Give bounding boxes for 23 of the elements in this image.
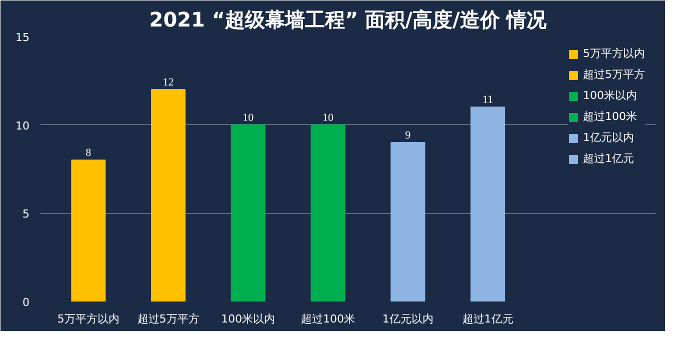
legend-label: 100米以内: [583, 88, 637, 103]
legend-label: 超过5万平方: [583, 67, 645, 82]
legend-label: 1亿元以内: [583, 130, 634, 145]
data-label: 9: [405, 130, 412, 142]
y-tick-label: 15: [16, 31, 30, 44]
y-tick-label: 5: [22, 208, 30, 221]
data-label: 11: [482, 94, 494, 106]
legend-label: 5万平方以内: [583, 46, 645, 61]
y-tick-label: 10: [16, 119, 30, 132]
chart-title: 2021 “超级幕墙工程” 面积/高度/造价 情况: [149, 8, 548, 32]
x-tick-label: 100米以内: [221, 312, 276, 326]
x-tick-label: 1亿元以内: [382, 312, 434, 326]
y-tick-label: 0: [22, 296, 30, 309]
legend-label: 超过100米: [583, 109, 637, 124]
legend-label: 超过1亿元: [583, 151, 634, 166]
data-label: 10: [322, 112, 334, 124]
x-tick-label: 超过100米: [301, 312, 356, 326]
x-tick-label: 超过5万平方: [137, 312, 200, 326]
x-tick-label: 超过1亿元: [462, 312, 514, 326]
x-tick-label: 5万平方以内: [57, 312, 120, 326]
data-label: 12: [162, 76, 174, 88]
data-label: 10: [242, 112, 254, 124]
data-label: 8: [86, 147, 92, 160]
